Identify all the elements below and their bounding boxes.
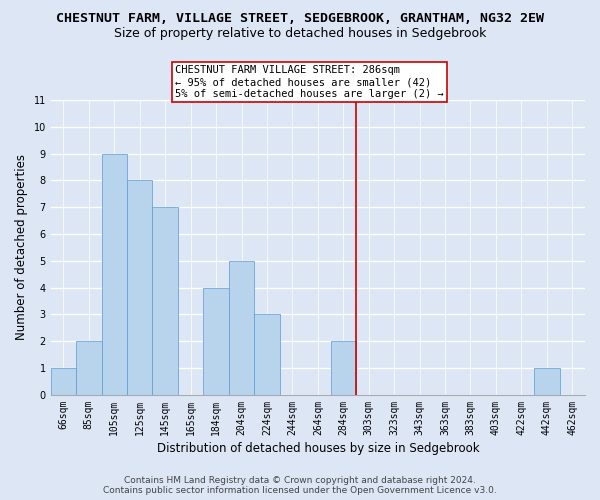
Text: Contains HM Land Registry data © Crown copyright and database right 2024.
Contai: Contains HM Land Registry data © Crown c… [103,476,497,495]
Text: CHESTNUT FARM VILLAGE STREET: 286sqm
← 95% of detached houses are smaller (42)
5: CHESTNUT FARM VILLAGE STREET: 286sqm ← 9… [175,66,444,98]
Bar [152,207,178,395]
Y-axis label: Number of detached properties: Number of detached properties [15,154,28,340]
Bar [203,288,229,395]
Bar [50,368,76,395]
Bar [101,154,127,395]
Bar [534,368,560,395]
Text: Size of property relative to detached houses in Sedgebrook: Size of property relative to detached ho… [114,28,486,40]
X-axis label: Distribution of detached houses by size in Sedgebrook: Distribution of detached houses by size … [157,442,479,455]
Bar [76,342,101,395]
Text: CHESTNUT FARM, VILLAGE STREET, SEDGEBROOK, GRANTHAM, NG32 2EW: CHESTNUT FARM, VILLAGE STREET, SEDGEBROO… [56,12,544,26]
Bar [229,261,254,395]
Bar [331,342,356,395]
Bar [127,180,152,395]
Bar [254,314,280,395]
